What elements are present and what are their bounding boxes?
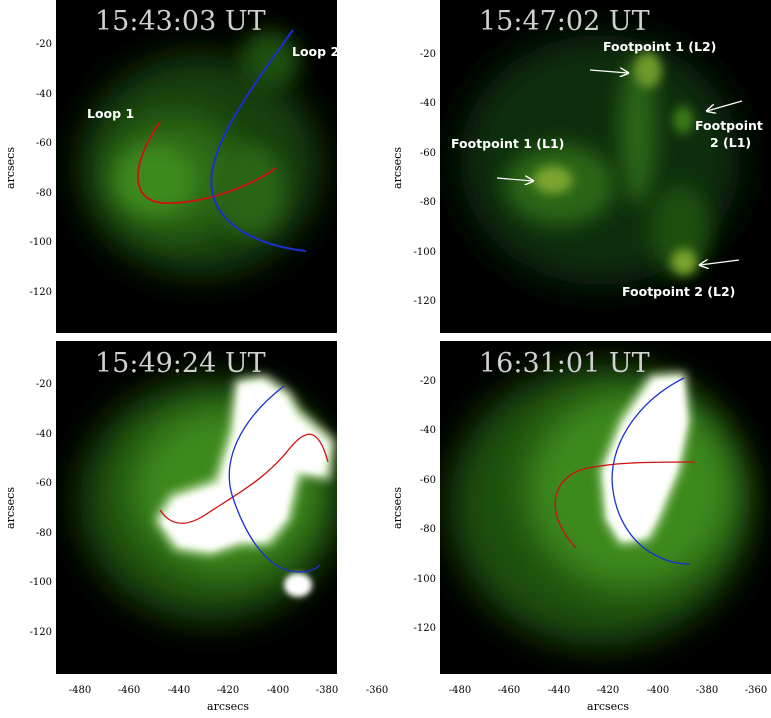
loop-2-trace-1631: [611, 377, 691, 565]
y-tick: -20: [420, 49, 436, 60]
y-tick: -100: [30, 237, 52, 248]
x-tick: -400: [267, 685, 289, 696]
arrow-fp2-l2: [700, 260, 740, 265]
panel-1543: 15:43:03 UT Loop 1 Loop 2 -20 -40 -60 -8…: [4, 0, 339, 333]
footpoint-2-l1-label-line2: 2 (L1): [710, 135, 751, 150]
y-tick: -100: [30, 577, 52, 588]
footpoint-1-l2-label: Footpoint 1 (L2): [603, 39, 716, 54]
x-tick: -420: [217, 685, 239, 696]
panel-1549-y-ticks: -20 -40 -60 -80 -100 -120: [30, 379, 52, 638]
arrow-fp1-l2: [589, 70, 628, 73]
x-axis-left: -480 -460 -440 -420 -400 -380 -360 arcse…: [69, 685, 388, 713]
panel-1631-emission: [450, 365, 750, 645]
panel-1547: 15:47:02 UT Footpoint 1 (L2) Footpoint 2…: [391, 0, 771, 333]
y-tick: -20: [36, 379, 52, 390]
loop-2-trace: [210, 29, 307, 252]
y-tick: -80: [420, 197, 436, 208]
panel-1549-y-axis-label: arcsecs: [4, 487, 17, 529]
footpoint-2-l2-label: Footpoint 2 (L2): [622, 284, 735, 299]
y-tick: -120: [30, 627, 52, 638]
y-tick: -80: [36, 528, 52, 539]
y-tick: -100: [414, 247, 436, 258]
loop-1-label: Loop 1: [87, 106, 134, 121]
y-tick: -40: [420, 425, 436, 436]
panel-1549: 15:49:24 UT -20 -40 -60 -80 -100 -120 ar…: [4, 341, 337, 674]
y-tick: -20: [36, 39, 52, 50]
panel-1547-emission: [460, 35, 743, 285]
loop-1-trace: [137, 121, 277, 204]
y-tick: -40: [420, 98, 436, 109]
x-tick: -360: [745, 685, 767, 696]
x-tick: -480: [449, 685, 471, 696]
loop-1-trace-1631: [554, 461, 696, 549]
x-tick: -440: [168, 685, 190, 696]
y-tick: -120: [414, 623, 436, 634]
panel-1631-timestamp: 16:31:01 UT: [479, 348, 650, 379]
loop-2-trace-1549: [228, 385, 321, 573]
y-tick: -60: [36, 478, 52, 489]
panel-1631-y-axis-label: arcsecs: [391, 487, 404, 529]
panel-1549-emission: [80, 375, 337, 620]
y-tick: -60: [420, 475, 436, 486]
y-tick: -100: [414, 574, 436, 585]
panel-1543-y-ticks: -20 -40 -60 -80 -100 -120: [30, 39, 60, 298]
panel-1543-timestamp: 15:43:03 UT: [95, 6, 266, 37]
panel-1549-timestamp: 15:49:24 UT: [95, 348, 266, 379]
y-tick: -80: [36, 188, 52, 199]
x-tick: -400: [647, 685, 669, 696]
panel-1547-y-axis-label: arcsecs: [391, 147, 404, 189]
x-axis-label-left: arcsecs: [207, 700, 249, 713]
x-tick: -460: [118, 685, 140, 696]
arrow-fp2-l1: [707, 100, 743, 111]
x-tick: -420: [597, 685, 619, 696]
x-tick: -460: [498, 685, 520, 696]
panel-1631: 16:31:01 UT -20 -40 -60 -80 -100 -120 ar…: [391, 341, 771, 674]
panel-1547-timestamp: 15:47:02 UT: [479, 6, 650, 37]
x-axis-right: -480 -460 -440 -420 -400 -380 -360 arcse…: [449, 685, 767, 713]
x-tick: -440: [548, 685, 570, 696]
footpoint-1-l1-label: Footpoint 1 (L1): [451, 136, 564, 151]
footpoint-2-l1-label-line1: Footpoint: [695, 118, 763, 133]
loop-1-trace-1549: [159, 433, 329, 524]
y-tick: -40: [36, 89, 52, 100]
y-tick: -20: [420, 376, 436, 387]
x-axis-label-right: arcsecs: [587, 700, 629, 713]
panel-1631-y-ticks: -20 -40 -60 -80 -100 -120: [414, 376, 436, 634]
y-tick: -60: [36, 138, 52, 149]
y-tick: -40: [36, 429, 52, 440]
x-tick: -480: [69, 685, 91, 696]
y-tick: -120: [414, 296, 436, 307]
panel-1547-y-ticks: -20 -40 -60 -80 -100 -120: [414, 49, 436, 307]
loop-2-label: Loop 2: [292, 44, 339, 59]
x-tick: -380: [696, 685, 718, 696]
y-tick: -60: [420, 148, 436, 159]
panel-1543-y-axis-label: arcsecs: [4, 147, 17, 189]
arrow-fp1-l1: [496, 178, 533, 181]
x-tick: -360: [366, 685, 388, 696]
panel-1543-emission: [80, 29, 320, 275]
y-tick: -120: [30, 287, 52, 298]
x-tick: -380: [316, 685, 338, 696]
y-tick: -80: [420, 524, 436, 535]
